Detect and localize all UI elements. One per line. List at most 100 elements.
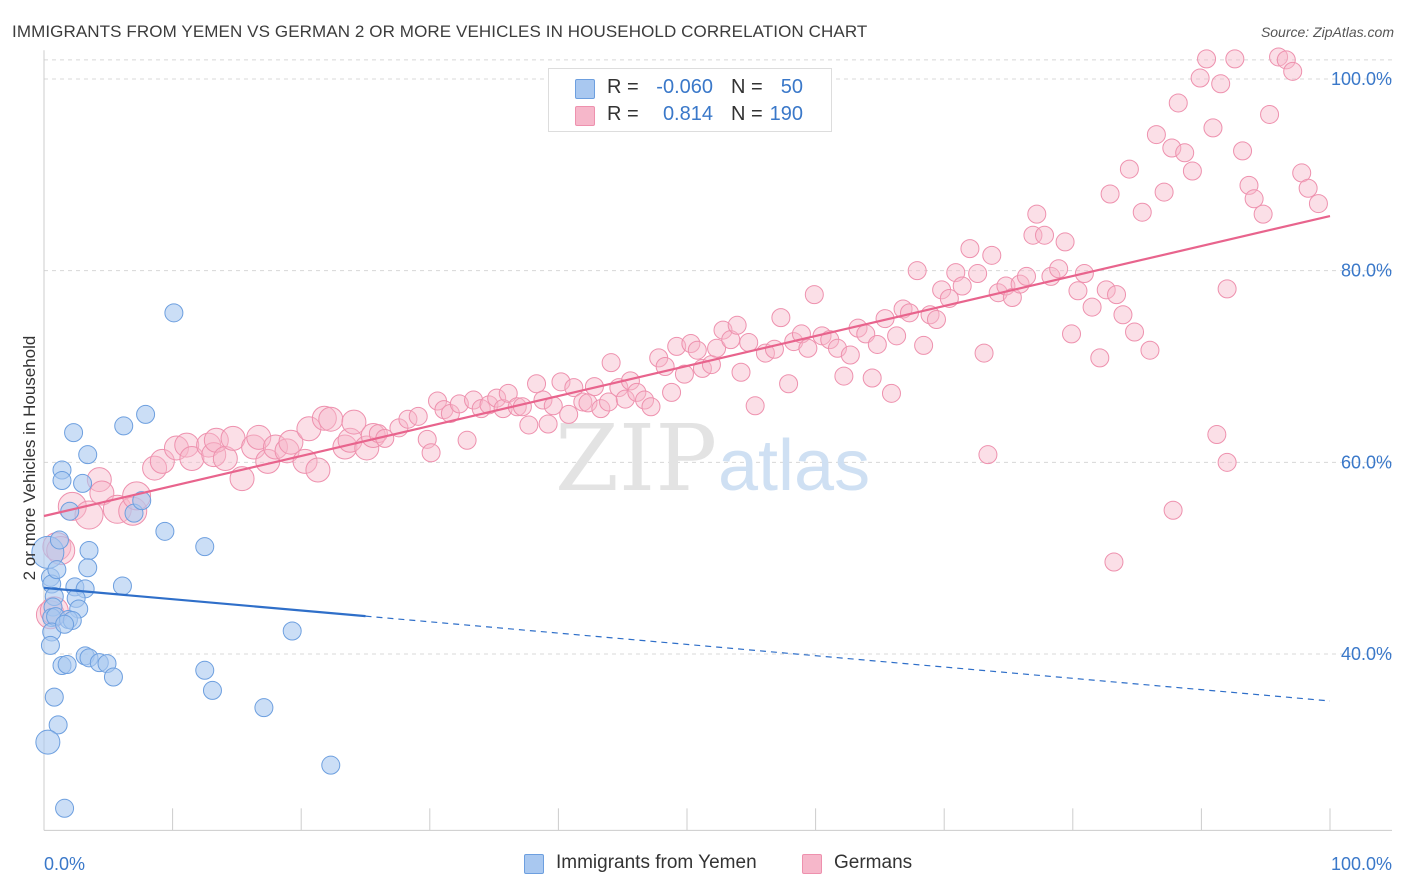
legend-swatch-germans	[802, 854, 822, 874]
german-point	[1163, 500, 1183, 520]
german-point	[538, 414, 558, 434]
german-point	[551, 372, 571, 392]
y-tick-label: 60.0%	[1341, 452, 1392, 472]
german-point	[1211, 74, 1231, 94]
yemen-point	[136, 404, 156, 424]
german-point	[149, 448, 175, 474]
german-point	[764, 339, 784, 359]
yemen-point	[132, 491, 152, 511]
legend-label-germans: Germans	[834, 852, 913, 873]
german-point	[1017, 266, 1037, 286]
german-point	[421, 443, 441, 463]
german-point	[641, 397, 661, 417]
yemen-point	[35, 729, 61, 755]
german-point	[982, 245, 1002, 265]
german-point	[278, 429, 304, 455]
legend-r-label: R =	[607, 103, 639, 125]
german-point	[974, 343, 994, 363]
yemen-point	[64, 423, 84, 443]
german-point	[311, 405, 337, 431]
y-axis-label: 2 or more Vehicles in Household	[20, 335, 39, 581]
y-tick-label: 100.0%	[1331, 69, 1392, 89]
german-point	[332, 434, 358, 460]
german-point	[601, 353, 621, 373]
yemen-point	[44, 687, 64, 707]
legend-n-value: 190	[769, 103, 803, 125]
german-point	[246, 424, 272, 450]
gridlines	[44, 59, 1392, 655]
german-point	[1027, 204, 1047, 224]
yemen-point	[78, 445, 98, 465]
german-point	[212, 446, 238, 471]
german-point	[1068, 281, 1088, 301]
german-point	[1055, 232, 1075, 252]
german-point	[203, 427, 229, 453]
legend-n-value: 50	[780, 76, 803, 98]
german-point	[578, 393, 598, 413]
yemen-point	[55, 614, 75, 634]
yemen-point	[112, 576, 132, 596]
german-point	[296, 416, 322, 442]
x-tick-label: 0.0%	[44, 854, 85, 874]
german-point	[573, 392, 593, 412]
german-point	[1276, 50, 1296, 70]
german-point	[907, 261, 927, 281]
yemen-point	[254, 698, 274, 718]
y-tick-label: 40.0%	[1341, 644, 1392, 664]
legend-n-label: N =	[731, 103, 763, 125]
yemen-point	[52, 471, 72, 491]
german-point	[731, 362, 751, 382]
german-point	[771, 308, 791, 328]
trend-lines	[43, 214, 1331, 702]
watermark: ZIP atlas	[555, 405, 870, 512]
legend-r-value: 0.814	[662, 103, 713, 125]
x-tick-labels: 0.0% 100.0%	[44, 854, 1392, 874]
german-point	[798, 338, 818, 358]
german-point	[1260, 104, 1280, 124]
german-point	[862, 368, 882, 388]
yemen-point	[195, 660, 215, 680]
yemen-trend-line	[43, 586, 366, 618]
german-point	[727, 315, 747, 335]
german-point	[615, 389, 635, 409]
german-point	[1146, 125, 1166, 145]
y-tick-label: 80.0%	[1341, 261, 1392, 281]
german-point	[1203, 118, 1223, 138]
german-point	[559, 404, 579, 424]
source-label[interactable]: Source: ZipAtlas.com	[1260, 24, 1394, 40]
watermark-zip: ZIP	[555, 405, 717, 512]
german-point	[745, 396, 765, 416]
yemen-point	[195, 537, 215, 557]
german-point	[1162, 138, 1182, 158]
german-point	[662, 382, 682, 402]
german-point	[1244, 189, 1264, 209]
yemen-point	[47, 560, 67, 580]
yemen-point	[57, 655, 77, 675]
german-point	[978, 445, 998, 465]
german-point	[713, 320, 733, 340]
german-point	[305, 457, 331, 483]
legend-swatch-germans	[575, 106, 595, 126]
german-point	[1217, 452, 1237, 472]
yemen-point	[282, 621, 302, 641]
german-point	[1035, 225, 1055, 245]
german-point	[292, 448, 318, 474]
german-point	[834, 366, 854, 386]
yemen-point	[78, 558, 98, 578]
legend-n-label: N =	[731, 76, 763, 98]
german-point	[1308, 194, 1328, 214]
german-point	[1225, 49, 1245, 69]
watermark-atlas: atlas	[718, 426, 870, 506]
yemen-point	[155, 521, 175, 541]
german-point	[914, 335, 934, 355]
german-point	[739, 333, 759, 353]
german-point	[498, 383, 518, 403]
german-point	[1298, 178, 1318, 198]
legend-row-yemen: R = -0.060 N = 50	[549, 75, 831, 101]
german-point	[142, 455, 168, 481]
german-point	[960, 239, 980, 259]
german-point	[1104, 552, 1124, 572]
german-point	[457, 430, 477, 450]
yemen-point	[48, 715, 68, 735]
